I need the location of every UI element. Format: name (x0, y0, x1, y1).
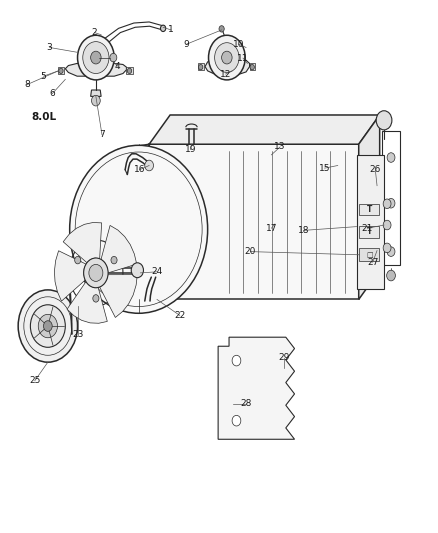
Circle shape (89, 264, 103, 281)
Text: 26: 26 (370, 165, 381, 174)
Circle shape (91, 51, 101, 64)
Text: 23: 23 (73, 330, 84, 339)
Circle shape (387, 270, 396, 281)
Circle shape (383, 199, 391, 208)
Circle shape (387, 153, 395, 163)
Text: 16: 16 (134, 165, 145, 174)
Circle shape (78, 35, 114, 80)
Text: 19: 19 (185, 145, 196, 154)
Text: 27: 27 (367, 258, 378, 266)
Polygon shape (359, 226, 379, 238)
Text: 20: 20 (245, 247, 256, 256)
Polygon shape (149, 144, 359, 300)
Text: 9: 9 (184, 40, 189, 49)
Circle shape (215, 43, 239, 72)
Circle shape (110, 53, 117, 62)
Text: 8: 8 (24, 80, 30, 89)
Polygon shape (63, 222, 102, 263)
Polygon shape (67, 281, 107, 323)
Polygon shape (205, 59, 250, 75)
Polygon shape (359, 248, 379, 261)
Circle shape (18, 290, 78, 362)
Circle shape (43, 321, 52, 332)
Text: T: T (367, 228, 372, 237)
Polygon shape (357, 155, 384, 289)
Circle shape (131, 263, 144, 278)
Polygon shape (101, 225, 137, 273)
Circle shape (93, 295, 99, 302)
Text: 2: 2 (92, 28, 97, 37)
Text: 24: 24 (152, 268, 162, 276)
Text: 25: 25 (29, 376, 40, 385)
Circle shape (30, 305, 65, 348)
Circle shape (222, 51, 232, 64)
Polygon shape (218, 337, 294, 439)
Circle shape (387, 198, 395, 208)
Polygon shape (91, 90, 101, 96)
Circle shape (383, 220, 391, 230)
Circle shape (74, 256, 81, 264)
Text: 8.0L: 8.0L (31, 111, 56, 122)
Text: 28: 28 (240, 399, 252, 408)
Circle shape (83, 42, 109, 74)
Circle shape (232, 415, 241, 426)
Polygon shape (250, 63, 255, 70)
Polygon shape (198, 63, 204, 70)
Text: □: □ (366, 252, 372, 258)
Circle shape (383, 243, 391, 253)
Circle shape (219, 26, 224, 32)
Polygon shape (65, 63, 127, 76)
Circle shape (250, 64, 254, 70)
Text: 11: 11 (237, 54, 249, 62)
Text: 18: 18 (298, 226, 310, 235)
Text: 4: 4 (115, 62, 120, 70)
Text: T: T (367, 205, 372, 214)
Circle shape (59, 68, 63, 74)
Text: 29: 29 (278, 353, 290, 362)
Text: 10: 10 (233, 40, 244, 49)
Text: 21: 21 (362, 224, 373, 233)
Circle shape (145, 160, 153, 171)
Text: 5: 5 (41, 71, 46, 80)
Polygon shape (69, 262, 72, 335)
Circle shape (127, 68, 132, 74)
Circle shape (376, 111, 392, 130)
Polygon shape (54, 251, 86, 301)
Circle shape (160, 25, 166, 31)
Text: 3: 3 (47, 43, 53, 52)
Text: 15: 15 (319, 164, 330, 173)
Circle shape (38, 314, 57, 338)
Text: 17: 17 (265, 224, 277, 233)
Text: 1: 1 (168, 26, 174, 35)
Text: 12: 12 (220, 70, 231, 78)
Polygon shape (149, 115, 380, 144)
Circle shape (232, 356, 241, 366)
Circle shape (84, 258, 108, 288)
Text: 6: 6 (49, 89, 55, 98)
Circle shape (198, 64, 203, 70)
Circle shape (92, 95, 100, 106)
Text: 7: 7 (99, 130, 105, 139)
Text: 22: 22 (174, 311, 185, 320)
Circle shape (208, 35, 245, 80)
Polygon shape (359, 115, 380, 300)
Polygon shape (127, 67, 133, 74)
Circle shape (387, 247, 395, 256)
Polygon shape (359, 204, 379, 215)
Circle shape (70, 146, 208, 313)
Polygon shape (58, 67, 64, 74)
Polygon shape (100, 274, 138, 318)
Circle shape (111, 256, 117, 264)
Text: 13: 13 (274, 142, 286, 151)
